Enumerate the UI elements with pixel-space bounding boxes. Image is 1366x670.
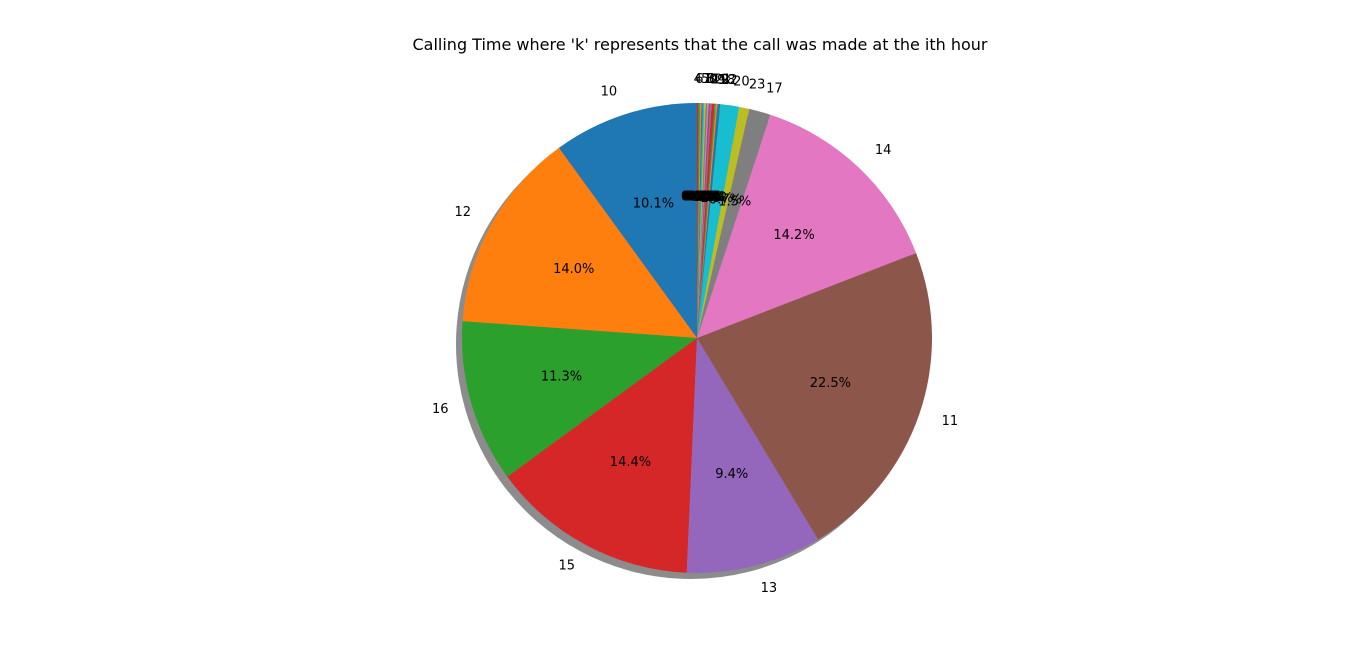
slice-label-9: 9: [717, 73, 725, 88]
slice-label-16: 16: [432, 402, 449, 417]
slice-label-20: 20: [733, 75, 750, 90]
pie-wedges: [462, 103, 932, 573]
slice-label-21: 21: [715, 73, 732, 88]
slice-percent-23: 0.7%: [709, 192, 742, 207]
slice-label-19: 19: [712, 72, 729, 87]
pie-slice-9: [697, 103, 716, 338]
slice-percent-9: 0.1%: [691, 190, 724, 205]
slice-percent-22: 0.2%: [694, 190, 727, 205]
slice-percent-0: 0.1%: [687, 190, 720, 205]
pie-slice-3: [697, 103, 708, 338]
pie-slice-15: [507, 338, 697, 573]
pie-slice-18: [697, 103, 718, 339]
slice-label-15: 15: [558, 558, 575, 573]
pie-slice-23: [697, 106, 750, 338]
slice-percent-15: 14.4%: [610, 455, 651, 470]
slice-percent-6: 0.1%: [682, 190, 715, 205]
pie-slice-21: [697, 103, 715, 338]
slice-percent-16: 11.3%: [541, 369, 582, 384]
slice-label-5: 5: [701, 72, 709, 87]
pie-slice-13: [686, 338, 819, 573]
slice-label-12: 12: [454, 205, 471, 220]
pie-slice-4: [697, 103, 699, 338]
slice-percent-5: 0.1%: [683, 190, 716, 205]
slice-label-2: 2: [711, 72, 719, 87]
pie-slice-14: [697, 114, 917, 338]
slice-label-3: 3: [707, 72, 715, 87]
pie-slice-2: [697, 103, 711, 338]
slice-label-18: 18: [719, 73, 736, 88]
slice-label-0: 0: [709, 72, 717, 87]
pie-slice-1: [697, 103, 705, 338]
slice-label-4: 4: [694, 72, 702, 87]
pie-slice-11: [697, 252, 932, 540]
pie-slice-0: [697, 103, 709, 339]
pie-slice-19: [697, 103, 712, 339]
slice-percent-8: 0.1%: [685, 190, 718, 205]
pie-slice-20: [697, 104, 740, 339]
slice-label-10: 10: [601, 85, 618, 100]
slice-label-7: 7: [703, 72, 711, 87]
slice-percent-19: 0.1%: [689, 190, 722, 205]
slice-label-1: 1: [704, 72, 712, 87]
chart-title: Calling Time where 'k' represents that t…: [412, 35, 988, 54]
pie-slice-6: [697, 103, 700, 338]
slice-label-17: 17: [766, 81, 783, 96]
slice-label-14: 14: [875, 143, 892, 158]
slice-percent-21: 0.2%: [690, 190, 723, 205]
slice-percent-7: 0.1%: [684, 190, 717, 205]
pie-slice-10: [558, 103, 697, 338]
slice-percent-13: 9.4%: [715, 467, 748, 482]
slice-percent-18: 0.1%: [692, 190, 725, 205]
slice-percent-2: 0.1%: [688, 190, 721, 205]
pie-slice-7: [697, 103, 703, 338]
pie-slice-8: [697, 103, 706, 338]
slice-label-23: 23: [749, 77, 766, 92]
pie-slice-12: [462, 147, 697, 338]
slice-percent-4: 0.1%: [681, 190, 714, 205]
slice-label-6: 6: [695, 72, 703, 87]
pie-labels: 1010.1%1214.0%1611.3%1514.4%139.4%1122.5…: [432, 72, 958, 596]
slice-label-11: 11: [942, 414, 959, 429]
slice-label-13: 13: [761, 581, 778, 596]
slice-percent-17: 1.5%: [718, 195, 751, 210]
pie-slice-5: [697, 103, 702, 338]
slice-label-22: 22: [721, 73, 738, 88]
pie-slice-17: [697, 108, 771, 338]
slice-percent-20: 1.3%: [700, 191, 733, 206]
slice-percent-11: 22.5%: [810, 376, 851, 391]
slice-label-8: 8: [706, 72, 714, 87]
slice-percent-10: 10.1%: [633, 196, 674, 211]
slice-percent-14: 14.2%: [773, 228, 814, 243]
slice-percent-1: 0.1%: [684, 190, 717, 205]
slice-percent-3: 0.1%: [686, 190, 719, 205]
pie-slice-22: [697, 103, 721, 338]
pie-slice-16: [462, 321, 697, 477]
slice-percent-12: 14.0%: [553, 262, 594, 277]
